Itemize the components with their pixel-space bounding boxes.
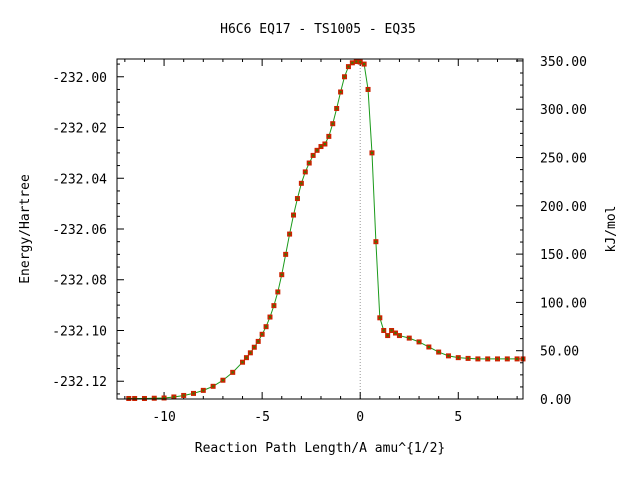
- data-point: [220, 377, 226, 383]
- data-point: [475, 356, 481, 362]
- data-points: [126, 59, 526, 401]
- data-point: [406, 335, 412, 341]
- data-point: [436, 349, 442, 355]
- data-point: [326, 133, 332, 139]
- data-point: [330, 121, 336, 127]
- y-left-tick-label: -232.12: [52, 375, 107, 390]
- data-point: [318, 144, 324, 150]
- data-point: [373, 239, 379, 245]
- data-point: [255, 338, 261, 344]
- axis-ticks: [117, 59, 523, 400]
- y-right-tick-label: 0.00: [540, 393, 571, 408]
- data-point: [141, 395, 147, 401]
- data-point: [171, 394, 177, 400]
- data-point: [353, 59, 359, 65]
- data-point: [377, 315, 383, 321]
- data-point: [240, 359, 246, 365]
- y-axis-left-label: Energy/Hartree: [18, 174, 33, 284]
- y-right-tick-label: 100.00: [540, 296, 587, 311]
- y-left-tick-label: -232.00: [52, 71, 107, 86]
- y-right-tick-label: 250.00: [540, 152, 587, 167]
- data-point: [365, 86, 371, 92]
- data-point: [200, 387, 206, 393]
- y-left-tick-label: -232.02: [52, 122, 107, 137]
- data-point: [302, 169, 308, 175]
- y-axis-right-label: kJ/mol: [604, 206, 619, 253]
- data-point: [345, 64, 351, 70]
- data-point: [298, 180, 304, 186]
- data-point: [210, 383, 216, 389]
- data-point: [294, 196, 300, 202]
- x-axis-label: Reaction Path Length/A amu^{1/2}: [195, 441, 445, 456]
- data-point: [381, 327, 387, 333]
- y-left-tick-label: -232.04: [52, 172, 107, 187]
- data-point: [287, 231, 293, 237]
- energy-curve-line: [128, 61, 523, 399]
- y-right-tick-label: 200.00: [540, 200, 587, 215]
- data-point: [504, 356, 510, 362]
- data-point: [181, 392, 187, 398]
- data-point: [243, 355, 249, 361]
- data-point: [445, 353, 451, 359]
- data-point: [247, 350, 253, 356]
- y-right-tick-label: 50.00: [540, 345, 579, 360]
- data-point: [342, 74, 348, 80]
- data-point: [334, 105, 340, 111]
- data-point: [514, 356, 520, 362]
- plot-frame: [116, 58, 524, 400]
- data-point: [314, 147, 320, 153]
- y-left-tick-label: -232.06: [52, 223, 107, 238]
- data-point: [283, 251, 289, 257]
- data-point: [251, 344, 257, 350]
- y-right-tick-label: 350.00: [540, 55, 587, 70]
- data-point: [291, 212, 297, 218]
- data-point: [161, 395, 167, 401]
- data-point: [369, 150, 375, 156]
- data-point: [267, 314, 273, 320]
- data-point: [357, 59, 363, 65]
- data-point: [259, 331, 265, 337]
- data-point: [455, 355, 461, 361]
- x-tick-label: 0: [356, 410, 364, 425]
- axis-tick-labels: -10 -5 0 5 -232.12 -232.10 -232.08 -232.06 -232.…: [52, 55, 587, 425]
- data-point: [495, 356, 501, 362]
- x-tick-label: -10: [152, 410, 175, 425]
- data-point: [306, 160, 312, 166]
- data-point: [190, 390, 196, 396]
- data-point: [271, 303, 277, 309]
- data-point: [126, 395, 132, 401]
- y-left-tick-label: -232.08: [52, 274, 107, 289]
- data-point: [275, 289, 281, 295]
- chart-title: H6C6 EQ17 - TS1005 - EQ35: [220, 22, 416, 37]
- data-point: [132, 395, 138, 401]
- data-point: [279, 272, 285, 278]
- data-point: [396, 333, 402, 339]
- data-point: [416, 339, 422, 345]
- data-point: [361, 61, 367, 67]
- data-point: [389, 327, 395, 333]
- y-left-tick-label: -232.10: [52, 324, 107, 339]
- data-point: [393, 330, 399, 336]
- data-point: [322, 141, 328, 147]
- data-point: [338, 89, 344, 95]
- y-right-tick-label: 300.00: [540, 103, 587, 118]
- x-tick-label: -5: [254, 410, 270, 425]
- data-point: [465, 355, 471, 361]
- x-tick-label: 5: [454, 410, 462, 425]
- data-point: [426, 344, 432, 350]
- data-point: [485, 356, 491, 362]
- data-point: [151, 395, 157, 401]
- data-point: [263, 324, 269, 330]
- data-point: [230, 369, 236, 375]
- data-point: [310, 152, 316, 158]
- data-point: [385, 333, 391, 339]
- y-right-tick-label: 150.00: [540, 248, 587, 263]
- data-point: [349, 60, 355, 66]
